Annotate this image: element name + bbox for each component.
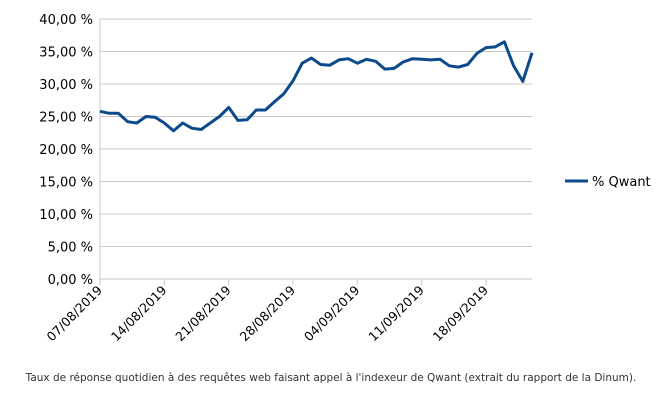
series-line-qwant [99,40,534,133]
y-tick-label: 20,00 % [39,143,93,158]
x-tick-label: 04/09/2019 [301,282,363,344]
y-tick-label: 10,00 % [39,208,93,223]
y-tick-label: 0,00 % [48,273,93,288]
y-tick-label: 40,00 % [39,13,93,28]
x-tick-label: 28/08/2019 [237,282,299,344]
chart-caption: Taux de réponse quotidien à des requêtes… [25,372,637,384]
legend-label: % Qwant [592,175,651,190]
y-tick-label: 35,00 % [39,46,93,61]
x-tick-label: 14/08/2019 [108,282,170,344]
y-tick-label: 30,00 % [39,78,93,93]
x-tick-label: 18/09/2019 [430,282,492,344]
x-tick-label: 07/08/2019 [44,282,106,344]
y-tick-label: 5,00 % [48,241,93,256]
y-tick-label: 15,00 % [39,176,93,191]
y-tick-label: 25,00 % [39,111,93,126]
x-tick-label: 21/08/2019 [172,282,234,344]
x-tick-label: 11/09/2019 [365,282,427,344]
